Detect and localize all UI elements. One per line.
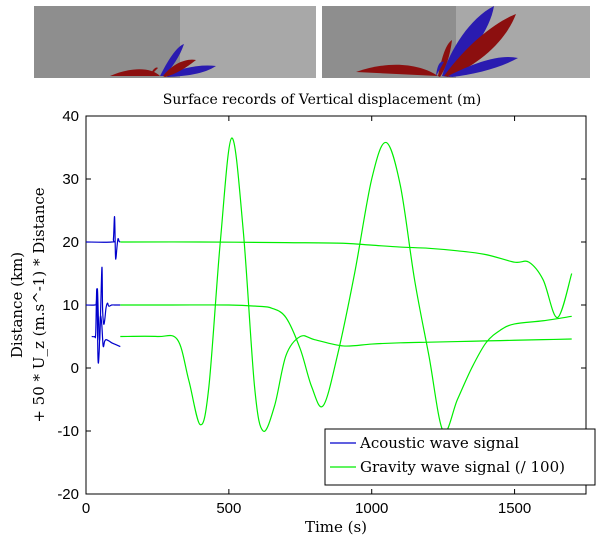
gravity-series-line-5 — [120, 137, 572, 432]
gravity-series-line-3 — [120, 241, 573, 319]
x-tick-label: 500 — [216, 500, 241, 517]
acoustic-series-line-0 — [85, 216, 121, 260]
x-axis-label: Time (s) — [305, 518, 367, 536]
legend-label-acoustic: Acoustic wave signal — [359, 434, 519, 452]
y-tick-label: 20 — [62, 234, 79, 251]
y-tick-label: 30 — [62, 171, 79, 188]
y-axis-label-line1: Distance (km) — [8, 252, 26, 358]
series-layer — [85, 137, 573, 433]
y-tick-label: -20 — [57, 486, 79, 503]
legend-label-gravity: Gravity wave signal (/ 100) — [360, 458, 565, 476]
y-tick-label: 0 — [71, 360, 79, 377]
y-tick-label: -10 — [57, 423, 79, 440]
x-tick-label: 0 — [82, 500, 90, 517]
axis-ticks: 0 500 1000 1500 -20 -10 0 10 20 30 40 — [57, 108, 586, 517]
snapshot-panel-left — [34, 6, 316, 78]
y-axis-label-line2: + 50 * U_z (m.s^-1) * Distance — [30, 187, 48, 422]
x-tick-label: 1500 — [498, 500, 531, 517]
legend-box — [324, 428, 596, 486]
acoustic-series-line-1 — [85, 266, 121, 341]
gravity-series-line-4 — [120, 141, 572, 433]
acoustic-series-line-2 — [91, 288, 121, 364]
chart-title: Surface records of Vertical displacement… — [163, 92, 481, 108]
y-tick-label: 10 — [62, 297, 79, 314]
x-tick-label: 1000 — [355, 500, 388, 517]
legend: Acoustic wave signal Gravity wave signal… — [324, 428, 596, 486]
y-tick-label: 40 — [62, 108, 79, 125]
snapshot-panel-right — [322, 6, 590, 78]
